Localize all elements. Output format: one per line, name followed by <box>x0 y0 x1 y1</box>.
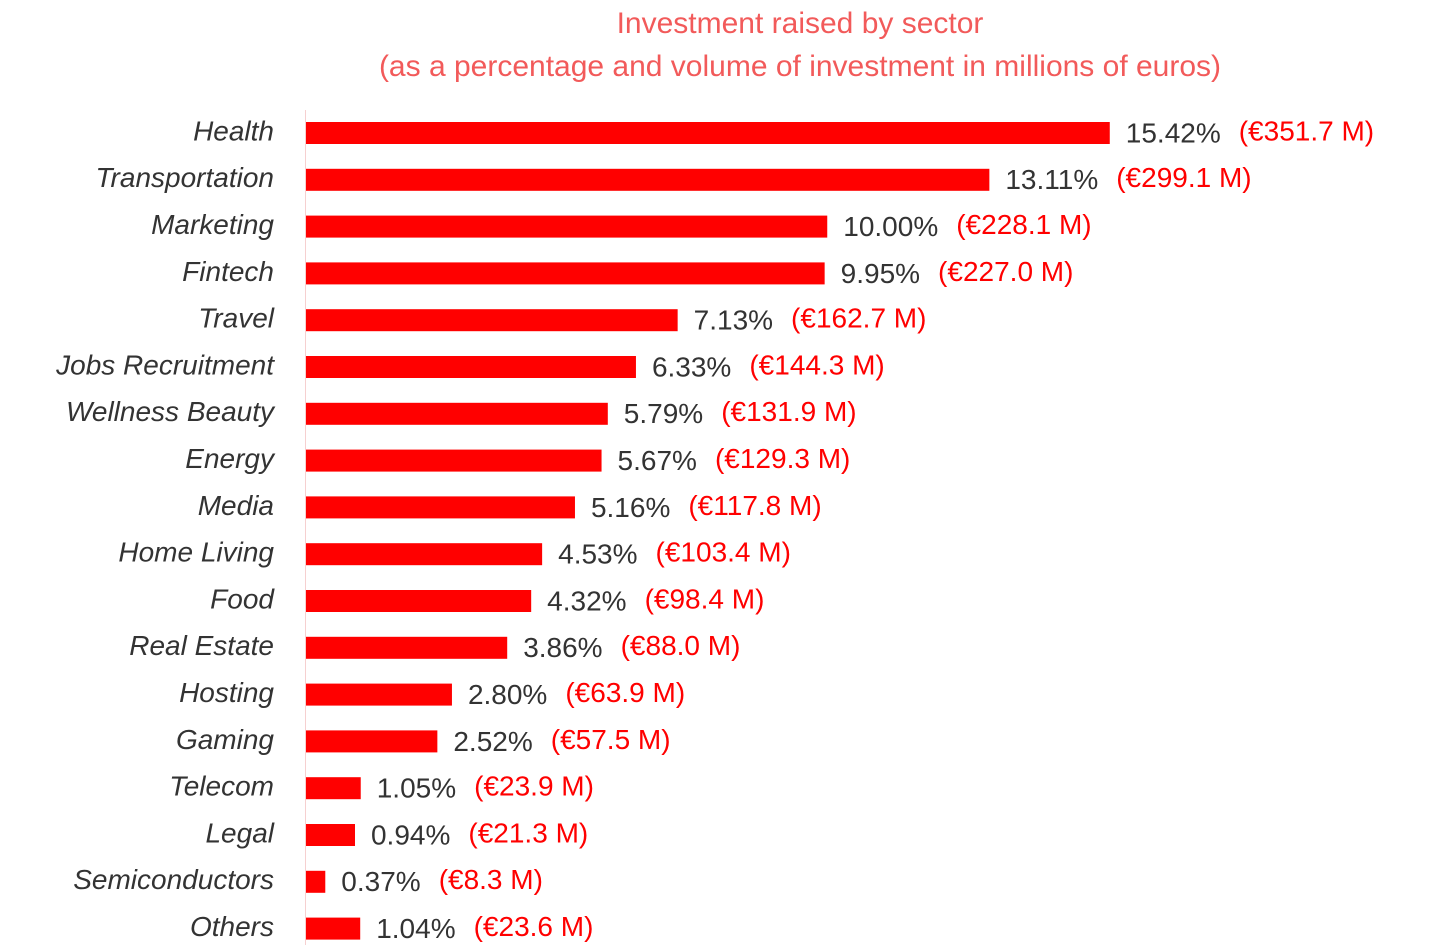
value-label: 5.67% <box>618 445 697 476</box>
category-label: Health <box>193 115 274 146</box>
bar <box>306 309 678 332</box>
volume-label: (€227.0 M) <box>938 256 1073 287</box>
bar <box>306 824 355 846</box>
value-label: 5.16% <box>591 492 670 523</box>
volume-label: (€129.3 M) <box>715 443 850 474</box>
bar <box>306 122 1110 144</box>
value-label: 1.04% <box>376 913 455 944</box>
volume-label: (€23.6 M) <box>474 911 594 942</box>
volume-label: (€117.8 M) <box>688 490 821 521</box>
value-label: 7.13% <box>694 305 773 336</box>
value-label: 3.86% <box>523 632 602 663</box>
bar <box>306 636 508 659</box>
bar <box>306 590 532 612</box>
bar <box>306 402 608 425</box>
value-label: 10.00% <box>843 211 938 242</box>
value-label: 4.53% <box>558 539 637 570</box>
category-label: Travel <box>198 303 274 334</box>
volume-label: (€98.4 M) <box>645 583 765 614</box>
value-label: 4.32% <box>547 585 626 616</box>
value-label: 15.42% <box>1126 117 1221 148</box>
category-label: Transportation <box>96 162 274 193</box>
category-label: Hosting <box>179 677 274 708</box>
value-label: 13.11% <box>1005 164 1098 195</box>
category-label: Wellness Beauty <box>66 396 276 427</box>
bar <box>306 168 990 191</box>
chart-title: Investment raised by sector <box>617 7 984 40</box>
category-label: Media <box>198 490 274 521</box>
category-label: Real Estate <box>129 630 274 661</box>
bar <box>306 496 575 519</box>
category-label: Gaming <box>176 724 274 755</box>
bar <box>306 449 602 472</box>
category-label: Food <box>210 583 275 614</box>
category-label: Energy <box>185 443 276 474</box>
chart-subtitle: (as a percentage and volume of investmen… <box>379 50 1221 83</box>
category-label: Fintech <box>182 256 274 287</box>
bar <box>306 356 636 378</box>
bar <box>306 917 361 940</box>
category-label: Marketing <box>151 209 274 240</box>
bar <box>306 870 326 893</box>
volume-label: (€299.1 M) <box>1116 162 1251 193</box>
category-label: Telecom <box>169 771 274 802</box>
value-label: 2.80% <box>468 679 547 710</box>
value-label: 0.37% <box>341 866 420 897</box>
value-label: 9.95% <box>841 258 920 289</box>
volume-label: (€23.9 M) <box>474 771 594 802</box>
volume-label: (€63.9 M) <box>565 677 685 708</box>
category-label: Home Living <box>118 537 274 568</box>
bar <box>306 730 438 753</box>
value-label: 0.94% <box>371 819 450 850</box>
value-label: 6.33% <box>652 351 731 382</box>
volume-label: (€162.7 M) <box>791 303 926 334</box>
volume-label: (€131.9 M) <box>721 396 856 427</box>
volume-label: (€228.1 M) <box>956 209 1091 240</box>
volume-label: (€103.4 M) <box>656 537 791 568</box>
volume-label: (€88.0 M) <box>621 630 741 661</box>
volume-label: (€57.5 M) <box>551 724 671 755</box>
bar <box>306 543 543 566</box>
category-label: Semiconductors <box>73 864 274 895</box>
bar <box>306 683 452 706</box>
value-label: 5.79% <box>624 398 703 429</box>
volume-label: (€351.7 M) <box>1239 115 1374 146</box>
category-label: Others <box>190 911 274 942</box>
volume-label: (€144.3 M) <box>749 349 884 380</box>
bar <box>306 215 828 238</box>
category-label: Legal <box>205 817 274 848</box>
bar <box>306 777 361 800</box>
volume-label: (€21.3 M) <box>468 817 588 848</box>
category-label: Jobs Recruitment <box>55 349 275 380</box>
value-label: 1.05% <box>377 773 456 804</box>
volume-label: (€8.3 M) <box>439 864 543 895</box>
value-label: 2.52% <box>453 726 532 757</box>
bar <box>306 262 825 285</box>
